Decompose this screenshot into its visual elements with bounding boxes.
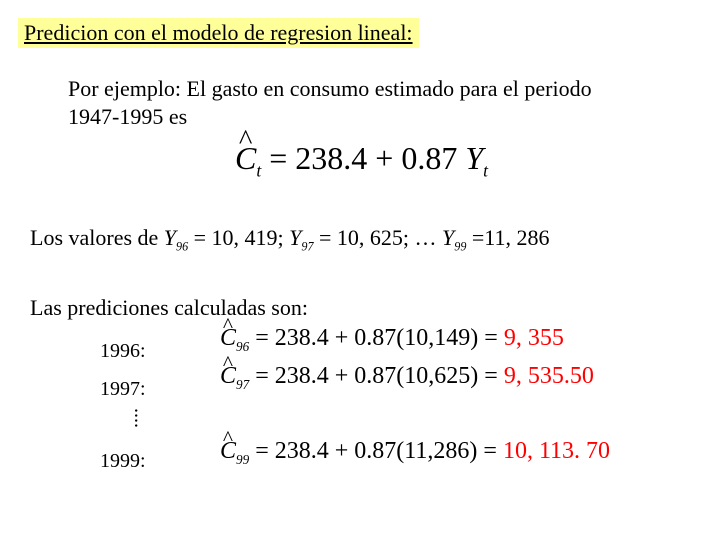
res-97: 9, 535.50 bbox=[504, 363, 594, 389]
s96: 96 bbox=[176, 239, 188, 253]
sl-96: 0.87 bbox=[354, 325, 396, 351]
year-1997: 1997: bbox=[100, 378, 146, 401]
s97: 97 bbox=[301, 239, 313, 253]
int-96: 238.4 bbox=[275, 325, 329, 351]
y-var: Y bbox=[465, 140, 483, 176]
slide-title: Predicion con el modelo de regresion lin… bbox=[18, 18, 419, 48]
c-hat-99: C bbox=[220, 438, 236, 465]
intercept: 238.4 bbox=[295, 140, 367, 176]
sub-t: t bbox=[256, 160, 261, 180]
pred-row-1999: C99 = 238.4 + 0.87(11,286) = 10, 113. 70 bbox=[220, 438, 610, 468]
v96: = 10, 419; bbox=[188, 225, 289, 250]
in-99: 11,286 bbox=[404, 438, 469, 464]
values-line: Los valores de Y96 = 10, 419; Y97 = 10, … bbox=[30, 225, 549, 254]
year-1996: 1996: bbox=[100, 340, 146, 363]
in-97: 10,625 bbox=[404, 363, 470, 389]
sub-t2: t bbox=[483, 160, 488, 180]
v97: = 10, 625; … bbox=[314, 225, 443, 250]
main-equation: Ct = 238.4 + 0.87 Yt bbox=[235, 140, 488, 181]
v99: =11, 286 bbox=[466, 225, 549, 250]
sub-97: 97 bbox=[236, 377, 249, 392]
s99: 99 bbox=[454, 239, 466, 253]
slope: 0.87 bbox=[401, 140, 457, 176]
pred-row-1997: C97 = 238.4 + 0.87(10,625) = 9, 535.50 bbox=[220, 363, 594, 393]
y99: Y bbox=[442, 225, 454, 250]
intro-text: Por ejemplo: El gasto en consumo estimad… bbox=[68, 75, 628, 130]
equals: = bbox=[269, 140, 295, 176]
in-96: 10,149 bbox=[404, 325, 470, 351]
plus: + bbox=[375, 140, 401, 176]
y97: Y bbox=[289, 225, 301, 250]
sl-99: 0.87 bbox=[354, 438, 396, 464]
values-prefix: Los valores de bbox=[30, 225, 164, 250]
vertical-dots: .... bbox=[136, 408, 146, 428]
res-96: 9, 355 bbox=[504, 325, 564, 351]
c-hat-96: C bbox=[220, 325, 236, 352]
int-97: 238.4 bbox=[275, 363, 329, 389]
int-99: 238.4 bbox=[275, 438, 329, 464]
c-hat-97: C bbox=[220, 363, 236, 390]
pred-row-1996: C96 = 238.4 + 0.87(10,149) = 9, 355 bbox=[220, 325, 564, 355]
c-hat: C bbox=[235, 140, 256, 177]
calc-header: Las prediciones calculadas son: bbox=[30, 295, 308, 321]
res-99: 10, 113. 70 bbox=[503, 438, 610, 464]
sub-96: 96 bbox=[236, 339, 249, 354]
sl-97: 0.87 bbox=[354, 363, 396, 389]
sub-99: 99 bbox=[236, 452, 249, 467]
y96: Y bbox=[164, 225, 176, 250]
year-1999: 1999: bbox=[100, 450, 146, 473]
